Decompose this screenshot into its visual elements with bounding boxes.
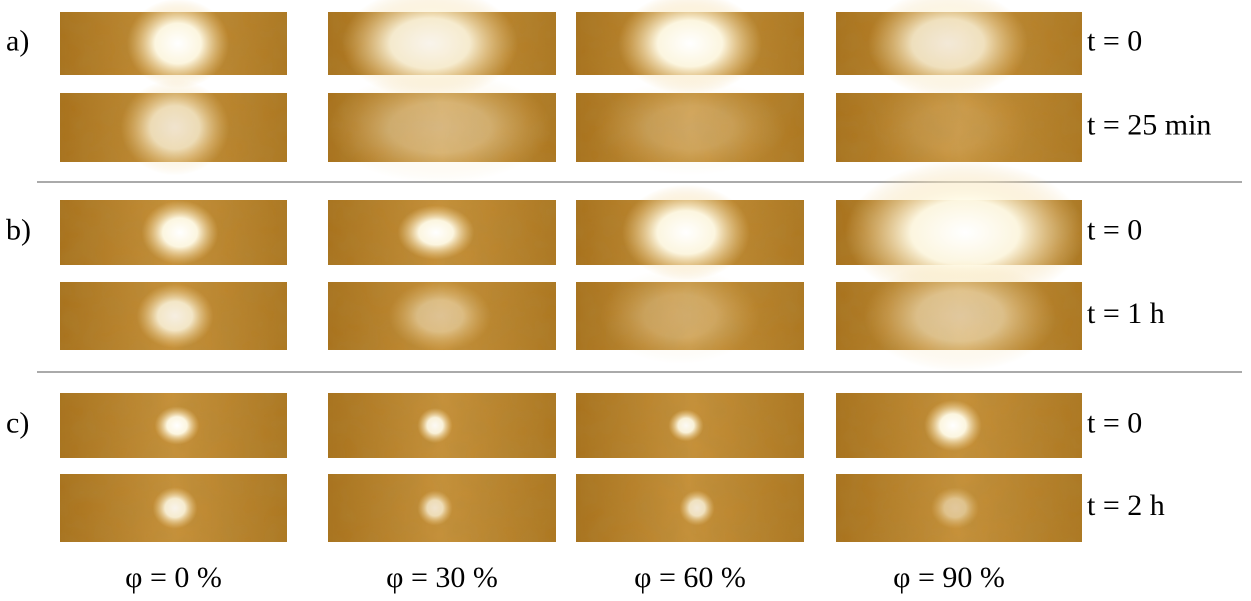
column-label: φ = 0 %: [125, 561, 222, 594]
panel-label: a): [6, 24, 29, 57]
bright-spot: [679, 490, 714, 525]
bright-spot: [153, 487, 198, 529]
afm-image: [60, 200, 287, 265]
bright-spot: [864, 260, 1056, 372]
column-label: φ = 90 %: [893, 561, 1005, 594]
time-label: t = 0: [1087, 213, 1142, 246]
afm-image: [576, 474, 804, 542]
bright-spot: [155, 406, 200, 444]
time-label: t = 2 h: [1087, 489, 1165, 522]
bright-spot: [398, 205, 475, 259]
bright-spot: [931, 487, 979, 529]
panel-label: b): [6, 213, 31, 246]
afm-image: [60, 474, 287, 542]
afm-image: [836, 474, 1082, 542]
figure: a) t = 0 t = 25 min b) t = 0 t = 1 h c) t = 0 t …: [0, 0, 1251, 601]
afm-image: [328, 393, 556, 458]
afm-image: [328, 474, 556, 542]
afm-image: [576, 185, 804, 281]
bright-spot: [594, 80, 786, 176]
afm-image: [328, 281, 556, 351]
bright-spot: [622, 185, 750, 281]
afm-image: [576, 268, 804, 364]
bright-spot: [668, 410, 703, 442]
column-label: φ = 60 %: [634, 561, 746, 594]
bright-spot: [924, 400, 982, 451]
afm-image: [576, 80, 804, 176]
afm-image: [60, 393, 287, 458]
column-label: φ = 30 %: [386, 561, 498, 594]
afm-image: [576, 393, 804, 458]
bright-spot: [417, 408, 452, 443]
afm-image: [60, 282, 287, 350]
afm-image: [328, 200, 556, 265]
time-label: t = 25 min: [1087, 108, 1211, 141]
afm-image: [836, 393, 1082, 458]
bright-spot: [121, 80, 230, 176]
time-label: t = 0: [1087, 406, 1142, 439]
bright-spot: [417, 490, 452, 525]
bright-spot: [389, 281, 491, 351]
afm-image: [328, 72, 556, 184]
afm-image: [60, 0, 287, 88]
afm-image: [60, 80, 287, 176]
bright-spot: [600, 268, 760, 364]
time-label: t = 1 h: [1087, 297, 1165, 330]
bright-spot: [328, 72, 552, 184]
bright-spot: [142, 201, 219, 265]
bright-spot: [127, 0, 229, 88]
time-label: t = 0: [1087, 24, 1142, 57]
bright-spot: [137, 284, 214, 348]
panel-label: c): [6, 406, 29, 439]
